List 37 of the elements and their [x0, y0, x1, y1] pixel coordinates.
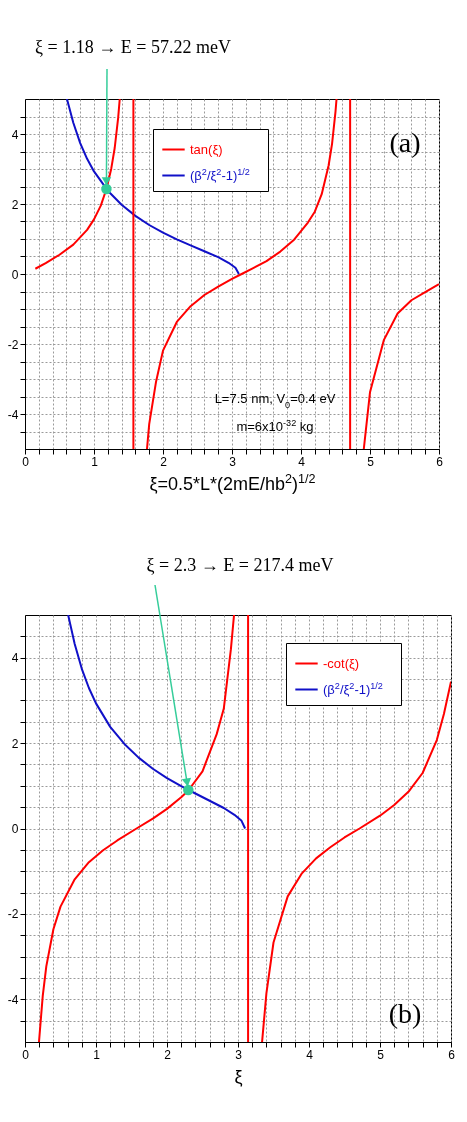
annotation: L=7.5 nm, V$_{0}$=0.4 eV	[214, 391, 336, 410]
x-tick-label: 6	[448, 1047, 456, 1062]
x-tick-label: 3	[235, 1047, 243, 1062]
x-tick-label: 0	[22, 1047, 30, 1062]
y-tick-label: 4	[11, 651, 19, 666]
y-tick-label: 2	[11, 736, 19, 751]
x-tick-label: 4	[306, 1047, 314, 1062]
legend-label: tan(ξ)	[190, 141, 223, 157]
x-tick-label: 2	[164, 1047, 172, 1062]
annotation: (a)	[389, 127, 421, 158]
y-tick-label: -4	[7, 407, 19, 422]
x-tick-label: 1	[91, 454, 99, 469]
legend-label: -cot(ξ)	[323, 655, 360, 671]
x-tick-label: 0	[22, 454, 30, 469]
legend-label: (β$^{2}$/ξ$^{2}$-1)$^{1/2}$	[190, 166, 250, 183]
annotation: ξ = 2.3 → E = 217.4 meV	[146, 555, 334, 575]
x-tick-label: 5	[377, 1047, 385, 1062]
y-tick-label: -2	[7, 907, 19, 922]
y-tick-label: -4	[7, 992, 19, 1007]
legend-label: (β$^{2}$/ξ$^{2}$-1)$^{1/2}$	[323, 680, 383, 697]
x-tick-label: 2	[160, 454, 168, 469]
annotation: (b)	[388, 998, 422, 1029]
y-tick-label: 2	[11, 197, 19, 212]
y-tick-label: 0	[11, 267, 19, 282]
x-axis-title: ξ	[234, 1066, 243, 1087]
y-tick-label: 4	[11, 127, 19, 142]
y-tick-label: -2	[7, 337, 19, 352]
x-axis-title: ξ=0.5*L*(2mE/hb$^{2}$)$^{1/2}$	[149, 471, 316, 494]
x-tick-label: 5	[367, 454, 375, 469]
annotation: m=6x10$^{-32}$ kg	[236, 418, 314, 434]
line-series	[67, 615, 247, 830]
x-tick-label: 4	[298, 454, 306, 469]
x-tick-label: 1	[93, 1047, 101, 1062]
x-tick-label: 6	[436, 454, 444, 469]
x-tick-label: 3	[229, 454, 237, 469]
annotation: ξ = 1.18 → E = 57.22 meV	[35, 37, 231, 57]
y-tick-label: 0	[11, 822, 19, 836]
